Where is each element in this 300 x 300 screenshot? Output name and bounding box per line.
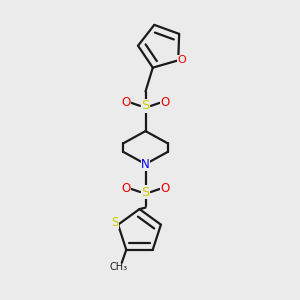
Text: S: S — [141, 99, 150, 112]
Text: S: S — [111, 216, 118, 229]
Text: O: O — [160, 182, 169, 196]
Text: N: N — [141, 158, 150, 171]
Text: O: O — [122, 182, 130, 196]
Text: CH₃: CH₃ — [110, 262, 128, 272]
Text: S: S — [141, 185, 150, 199]
Text: O: O — [122, 96, 130, 110]
Text: O: O — [160, 96, 169, 110]
Text: O: O — [178, 56, 186, 65]
